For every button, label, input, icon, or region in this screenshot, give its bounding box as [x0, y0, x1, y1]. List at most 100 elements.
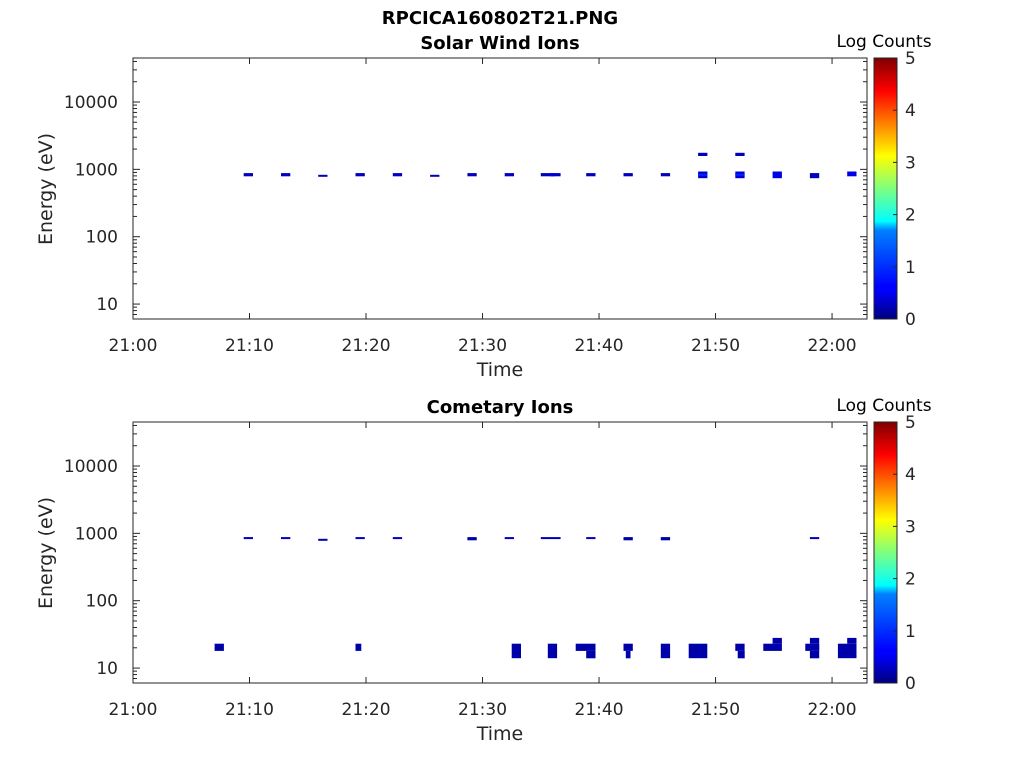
- heatmap-cell: [623, 537, 633, 541]
- heatmap-cell: [623, 643, 633, 651]
- heatmap-cell: [847, 637, 857, 644]
- heatmap-cell: [318, 174, 328, 177]
- x-tick-label: 21:10: [225, 700, 274, 720]
- heatmap-cell: [586, 537, 596, 540]
- panel-solar-wind: Solar Wind Ions 21:00 21:10 21:20 21:30 21:4…: [35, 32, 932, 381]
- heatmap-cell: [809, 650, 820, 659]
- panel-title-cometary: Cometary Ions: [427, 397, 574, 418]
- heatmap-cell: [688, 643, 708, 659]
- colorbar-tick-label: 4: [905, 465, 916, 485]
- y-tick-label: 100: [86, 228, 118, 248]
- x-tick-label: 22:00: [808, 700, 857, 720]
- heatmap-cell: [837, 643, 857, 659]
- colorbar-tick-label: 0: [905, 310, 916, 330]
- panel-cometary: Cometary Ions 21:00 21:10 21:20 21:30 21:40 2…: [35, 396, 932, 745]
- colorbar: [873, 57, 898, 320]
- heatmap-cell: [281, 537, 291, 540]
- y-tick-label: 1000: [75, 524, 118, 544]
- heatmap-cell: [660, 537, 671, 541]
- heatmap-cell: [547, 643, 558, 659]
- heatmap-cell: [318, 538, 328, 541]
- y-tick-label: 10000: [64, 457, 118, 477]
- heatmap-cell: [355, 643, 362, 651]
- heatmap-cell: [772, 171, 782, 179]
- x-tick-label: 21:00: [109, 336, 158, 356]
- heatmap-cell: [504, 537, 514, 540]
- colorbar: [873, 421, 898, 684]
- heatmap-cell: [737, 650, 745, 659]
- heatmap-cell: [214, 643, 224, 651]
- heatmap-cell: [763, 643, 782, 651]
- x-axis-ticks: 21:00 21:10 21:20 21:30 21:40 21:50 22:00: [109, 58, 857, 356]
- heatmap-cell: [660, 173, 671, 177]
- x-tick-label: 21:40: [575, 700, 624, 720]
- x-tick-label: 21:10: [225, 336, 274, 356]
- panel-title-solar-wind: Solar Wind Ions: [420, 33, 579, 54]
- figure-title: RPCICA160802T21.PNG: [382, 8, 618, 29]
- y-tick-label: 10: [96, 659, 118, 679]
- y-axis-label: Energy (eV): [35, 133, 57, 245]
- heatmap-cell: [586, 650, 596, 659]
- heatmap-cell: [847, 171, 857, 177]
- x-axis-ticks: 21:00 21:10 21:20 21:30 21:40 21:50 22:00: [109, 422, 857, 720]
- heatmap-cell: [575, 643, 596, 651]
- heatmap-cell: [243, 537, 253, 540]
- x-tick-label: 21:30: [458, 700, 507, 720]
- heatmap-cell: [809, 637, 820, 644]
- colorbar-label: Log Counts: [836, 396, 931, 416]
- x-tick-label: 21:40: [575, 336, 624, 356]
- heatmap-cell: [809, 173, 820, 179]
- colorbar-tick-label: 0: [905, 674, 916, 694]
- heatmap-cells-solar-wind: [243, 152, 857, 179]
- colorbar-tick-label: 4: [905, 101, 916, 121]
- heatmap-cell: [586, 173, 596, 177]
- heatmap-cell: [623, 173, 633, 177]
- heatmap-cell: [392, 173, 403, 177]
- y-axis-label: Energy (eV): [35, 497, 57, 609]
- colorbar-tick-label: 3: [905, 517, 916, 537]
- heatmap-cell: [540, 537, 561, 540]
- heatmap-cell: [735, 643, 745, 651]
- colorbar-label: Log Counts: [836, 32, 931, 52]
- colorbar-tick-label: 2: [905, 206, 916, 226]
- x-tick-label: 21:50: [691, 336, 740, 356]
- colorbar-ticks: 0 1 2 3 4 5: [893, 49, 916, 330]
- heatmap-cell: [809, 537, 820, 540]
- heatmap-cell: [243, 173, 253, 177]
- heatmap-cell: [772, 637, 782, 644]
- heatmap-cell: [430, 174, 440, 177]
- y-tick-label: 1000: [75, 160, 118, 180]
- heatmap-cell: [735, 152, 745, 156]
- heatmap-cell: [805, 643, 820, 651]
- heatmap-cell: [281, 173, 291, 177]
- heatmap-cell: [467, 173, 477, 177]
- y-axis-ticks: 10 100 1000 10000: [64, 424, 867, 684]
- heatmap-cell: [550, 173, 555, 177]
- colorbar-tick-label: 5: [905, 413, 916, 433]
- plot-area-frame: [132, 421, 868, 684]
- x-axis-label: Time: [476, 723, 524, 745]
- x-axis-label: Time: [476, 359, 524, 381]
- colorbar-tick-label: 3: [905, 153, 916, 173]
- plot-area-frame: [132, 57, 868, 320]
- y-tick-label: 100: [86, 592, 118, 612]
- x-tick-label: 21:00: [109, 700, 158, 720]
- heatmap-cell: [511, 643, 521, 659]
- x-tick-label: 22:00: [808, 336, 857, 356]
- heatmap-cell: [355, 173, 365, 177]
- heatmap-cell: [735, 173, 745, 176]
- heatmap-cell: [355, 537, 365, 540]
- colorbar-ticks: 0 1 2 3 4 5: [893, 413, 916, 694]
- colorbar-tick-label: 5: [905, 49, 916, 69]
- x-tick-label: 21:20: [342, 700, 391, 720]
- heatmap-cells-cometary: [214, 537, 857, 659]
- colorbar-tick-label: 1: [905, 258, 916, 278]
- heatmap-cell: [504, 173, 514, 177]
- colorbar-tick-label: 2: [905, 570, 916, 590]
- heatmap-cell: [392, 537, 403, 540]
- heatmap-cell: [660, 643, 671, 659]
- y-tick-label: 10: [96, 295, 118, 315]
- heatmap-cell: [698, 173, 708, 176]
- x-tick-label: 21:20: [342, 336, 391, 356]
